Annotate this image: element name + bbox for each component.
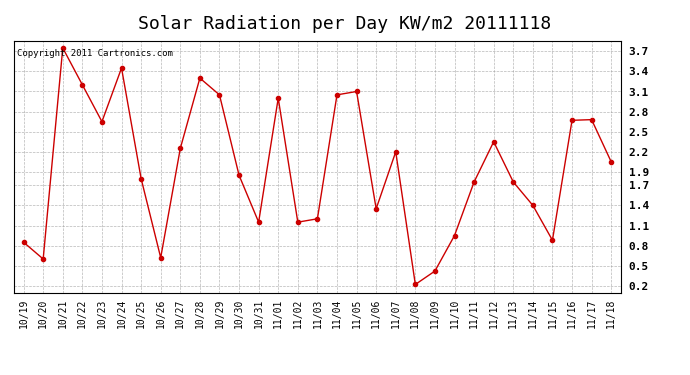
Text: Solar Radiation per Day KW/m2 20111118: Solar Radiation per Day KW/m2 20111118 (139, 15, 551, 33)
Text: Copyright 2011 Cartronics.com: Copyright 2011 Cartronics.com (17, 49, 172, 58)
